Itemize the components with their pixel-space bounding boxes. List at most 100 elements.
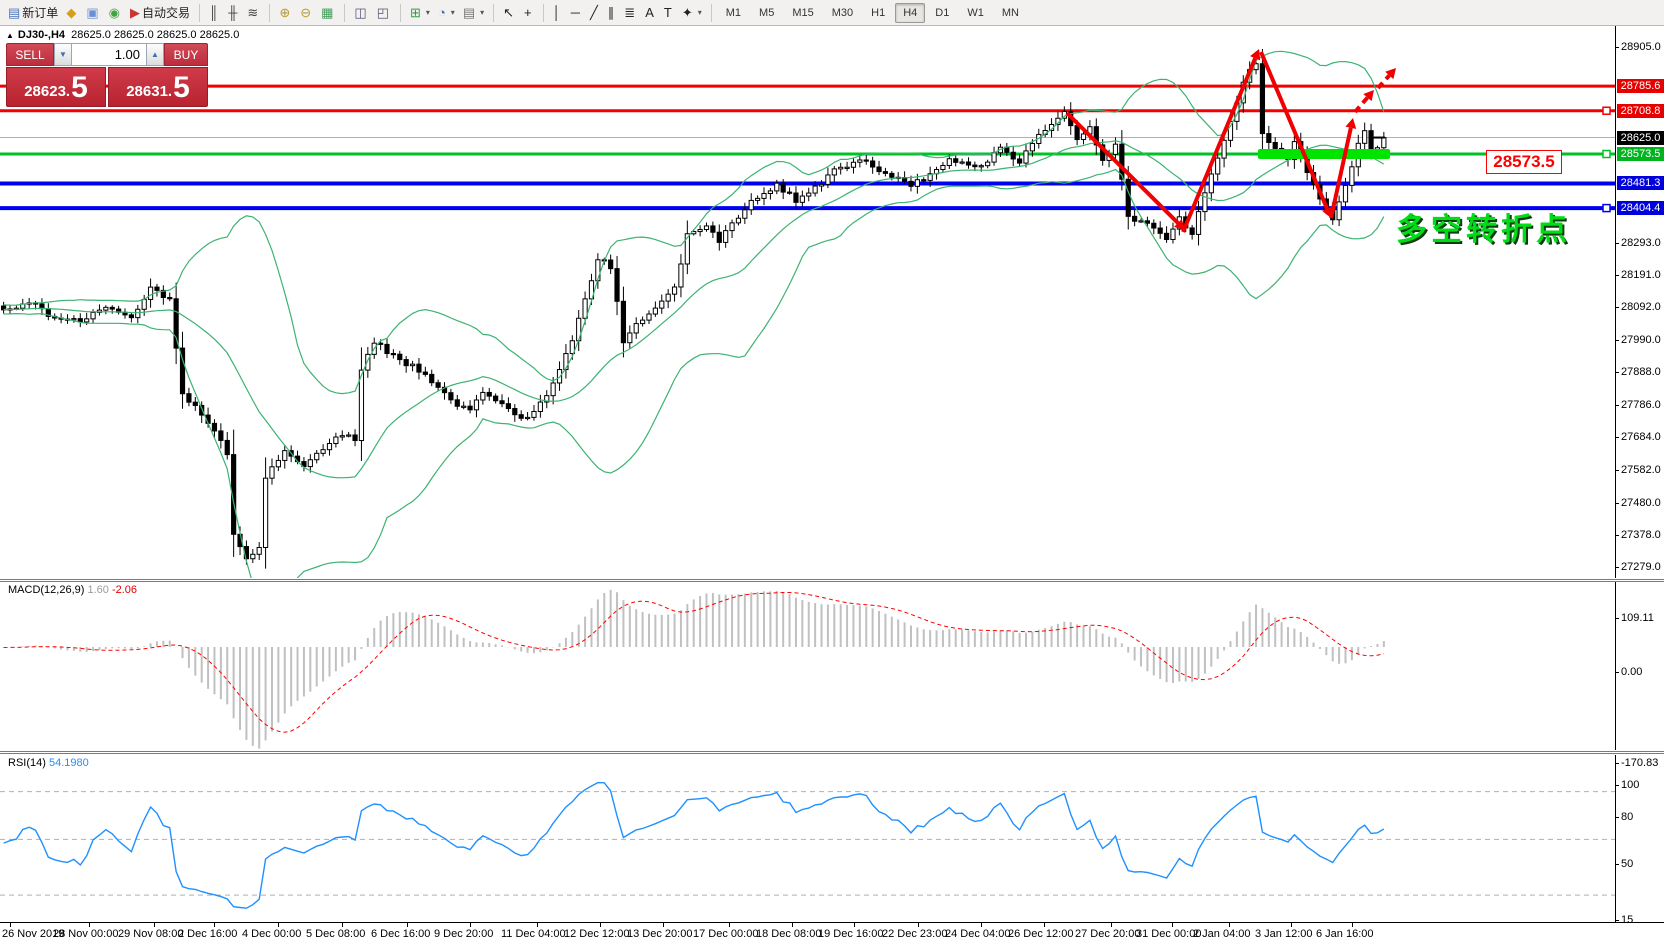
time-tick	[854, 923, 855, 927]
main-toolbar: ▤ 新订单 ◆ ▣ ◉ ▶ 自动交易 ║ ╫ ≋ ⊕ ⊖ ▦ ◫ ◰ ⊞ ▾ ◔ ▾ ▤ ▾ ↖ + │ ─ ╱ ∥ ≣ A T ✦ ▾ M1 M…	[0, 0, 1664, 26]
fibonacci-tool[interactable]: ≣	[620, 2, 641, 24]
cascade-charts-button[interactable]: ◰	[373, 2, 395, 24]
channel-tool[interactable]: ∥	[604, 2, 621, 24]
expert-advisors-icon[interactable]: ▣	[82, 2, 104, 24]
chart-window[interactable]: ▲ DJ30-,H4 28625.0 28625.0 28625.0 28625.…	[0, 26, 1664, 948]
toolbar-group: ║ ╫ ≋	[205, 0, 264, 25]
buy-price-pip: 5	[173, 71, 190, 104]
price-tick-label: 27990.0	[1615, 334, 1661, 346]
time-tick	[407, 923, 408, 927]
time-label: 12 Dec 12:00	[564, 928, 630, 940]
turning-point-text[interactable]: 多空转折点	[1396, 212, 1571, 247]
crosshair-tool-icon: +	[524, 5, 532, 20]
vertical-line-tool[interactable]: │	[549, 2, 567, 24]
time-tick	[729, 923, 730, 927]
time-tick	[470, 923, 471, 927]
time-label: 29 Nov 08:00	[118, 928, 184, 940]
auto-trading-button-label: 自动交易	[141, 6, 190, 20]
time-tick	[1229, 923, 1230, 927]
timeframe-m15[interactable]: M15	[792, 6, 814, 19]
macd-pane[interactable]	[0, 582, 1616, 750]
time-tick	[1111, 923, 1112, 927]
arrange-charts-button[interactable]: ◫	[350, 2, 372, 24]
rsi-pane[interactable]	[0, 755, 1616, 922]
level-price-label: 28573.5	[1617, 147, 1664, 161]
bar-chart-button[interactable]: ║	[205, 2, 224, 24]
toolbar-group: ⊞ ▾ ◔ ▾ ▤ ▾	[406, 0, 488, 25]
new-order-button[interactable]: ▤ 新订单	[4, 2, 62, 24]
dropdown-caret-icon: ▾	[697, 8, 702, 17]
pane-separator[interactable]	[0, 751, 1664, 754]
add-indicator-button[interactable]: ⊞ ▾	[406, 2, 434, 24]
text-tool[interactable]: A	[641, 2, 660, 24]
time-label: 27 Dec 20:00	[1075, 928, 1141, 940]
channel-icon: ∥	[607, 5, 615, 20]
gold-ingots-icon[interactable]: ◆	[62, 2, 82, 24]
time-label: 6 Dec 16:00	[371, 928, 431, 940]
collapse-panel-icon[interactable]: ▲	[6, 31, 14, 40]
rsi-axis-label: 100	[1615, 779, 1639, 791]
time-tick	[89, 923, 90, 927]
arrows-tool[interactable]: ✦ ▾	[678, 2, 706, 24]
price-tag-label[interactable]: 28573.5	[1486, 150, 1562, 174]
volume-input[interactable]: 1.00	[72, 43, 146, 66]
toolbar-separator	[198, 3, 200, 22]
rsi-label: RSI(14) 54.1980	[8, 757, 89, 769]
timeframe-d1[interactable]: D1	[935, 6, 950, 19]
time-tick	[10, 923, 11, 927]
trendline-tool[interactable]: ╱	[586, 2, 604, 24]
buy-price-button[interactable]: 28631. 5	[108, 67, 208, 107]
buy-button[interactable]: BUY	[164, 43, 208, 66]
time-tick	[600, 923, 601, 927]
toolbar-group: │ ─ ╱ ∥ ≣ A T ✦ ▾	[549, 0, 706, 25]
horizontal-line-icon: ─	[570, 5, 580, 20]
cursor-tool-button[interactable]: ↖	[499, 2, 520, 24]
zoom-in-button[interactable]: ⊕	[275, 2, 296, 24]
period-clock-button[interactable]: ◔ ▾	[434, 2, 459, 24]
timeframe-m5[interactable]: M5	[759, 6, 775, 19]
period-clock-icon: ◔	[437, 5, 446, 20]
crosshair-tool-button[interactable]: +	[520, 2, 538, 24]
line-chart-button[interactable]: ≋	[243, 2, 264, 24]
price-chart-pane[interactable]	[0, 26, 1616, 578]
horizontal-line-tool[interactable]: ─	[567, 2, 586, 24]
timeframe-w1[interactable]: W1	[967, 6, 984, 19]
chart-template-icon: ▤	[462, 5, 476, 20]
sell-button[interactable]: SELL	[6, 43, 54, 66]
timeframe-h4[interactable]: H4	[895, 2, 926, 23]
time-tick	[278, 923, 279, 927]
time-label: 3 Jan 12:00	[1255, 928, 1313, 940]
time-tick	[981, 923, 982, 927]
tile-windows-button[interactable]: ▦	[317, 2, 339, 24]
signals-icon[interactable]: ◉	[105, 2, 126, 24]
candlestick-chart-button[interactable]: ╫	[224, 2, 243, 24]
pane-separator[interactable]	[0, 579, 1664, 582]
zoom-out-button[interactable]: ⊖	[296, 2, 317, 24]
volume-increase-button[interactable]: ▲	[146, 43, 164, 66]
time-tick	[1291, 923, 1292, 927]
price-tick-label: 27480.0	[1615, 497, 1661, 509]
timeframe-mn[interactable]: MN	[1001, 6, 1019, 19]
price-tick-label: 27279.0	[1615, 561, 1661, 573]
label-tool[interactable]: T	[660, 2, 678, 24]
arrows-icon: ✦	[681, 5, 693, 20]
time-label: 18 Dec 08:00	[756, 928, 822, 940]
time-axis[interactable]: 26 Nov 2019 28 Nov 00:00 29 Nov 08:00 2 Dec…	[0, 922, 1664, 948]
price-tick-label: 28905.0	[1615, 41, 1661, 53]
timeframe-m1[interactable]: M1	[725, 6, 742, 19]
auto-trading-button[interactable]: ▶ 自动交易	[126, 2, 194, 24]
vertical-line-icon: │	[552, 5, 561, 20]
toolbar-separator	[269, 3, 271, 22]
chart-template-button[interactable]: ▤ ▾	[459, 2, 488, 24]
macd-axis-label: 0.00	[1615, 666, 1642, 678]
timeframe-h1[interactable]: H1	[871, 6, 886, 19]
timeframe-m30[interactable]: M30	[831, 6, 854, 19]
time-label: 9 Dec 20:00	[434, 928, 494, 940]
current-price-label: 28625.0	[1617, 130, 1664, 145]
time-label: 31 Dec 00:00	[1136, 928, 1202, 940]
auto-trading-icon: ▶	[129, 5, 140, 20]
time-tick	[1352, 923, 1353, 927]
sell-price-button[interactable]: 28623. 5	[6, 67, 106, 107]
volume-decrease-button[interactable]: ▼	[54, 43, 72, 66]
